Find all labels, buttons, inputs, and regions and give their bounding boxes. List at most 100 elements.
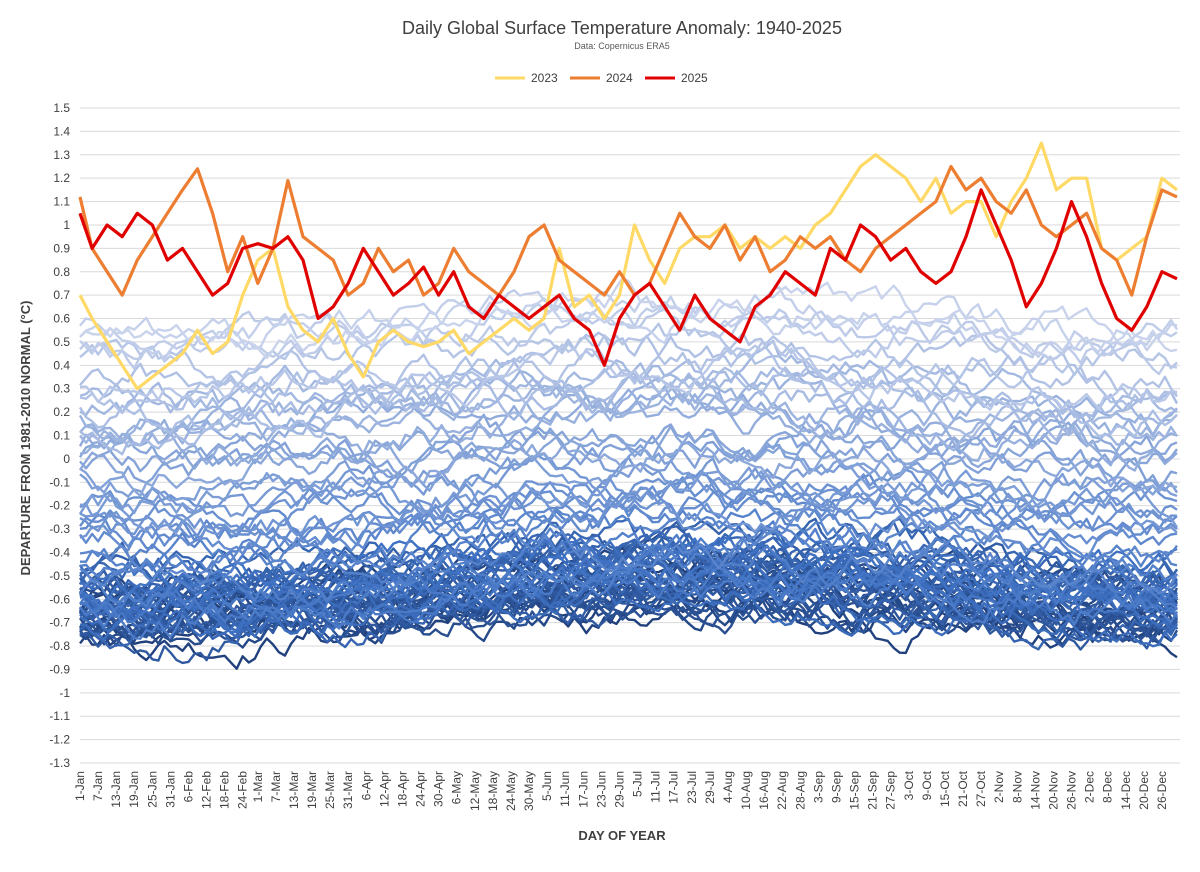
x-tick-label: 1-Jan [73, 771, 87, 801]
x-tick-label: 2-Dec [1083, 771, 1097, 803]
x-axis-title: DAY OF YEAR [578, 828, 666, 843]
legend: 2023 2024 2025 [495, 71, 708, 85]
x-tick-label: 26-Dec [1155, 771, 1169, 810]
y-tick-label: -0.3 [49, 522, 70, 536]
x-tick-label: 21-Sep [866, 771, 880, 810]
x-tick-label: 18-May [486, 771, 500, 811]
background-year-line [79, 472, 1178, 541]
x-tick-label: 31-Jan [163, 771, 177, 808]
x-tick-label: 12-May [468, 771, 482, 811]
x-tick-label: 7-Jan [91, 771, 105, 801]
x-tick-label: 17-Jun [576, 771, 590, 808]
background-year-line [79, 541, 1178, 625]
legend-label-2025: 2025 [681, 71, 708, 85]
y-tick-label: -0.5 [49, 569, 70, 583]
x-tick-label: 19-Jan [127, 771, 141, 808]
x-tick-label: 8-Dec [1101, 771, 1115, 803]
background-year-line [79, 340, 1178, 411]
x-tick-label: 11-Jun [558, 771, 572, 807]
background-year-line [79, 478, 1178, 540]
y-tick-label: 0.6 [53, 312, 70, 326]
y-tick-label: 0.5 [53, 335, 70, 349]
background-year-line [79, 277, 1178, 360]
chart-subtitle: Data: Copernicus ERA5 [574, 41, 670, 51]
background-year-line [79, 502, 1178, 585]
x-tick-label: 25-Mar [323, 771, 337, 809]
x-tick-label: 9-Oct [920, 770, 934, 800]
x-tick-label: 7-Mar [269, 771, 283, 802]
x-tick-label: 6-Feb [181, 771, 195, 803]
background-year-line [79, 545, 1179, 640]
x-tick-label: 24-Feb [236, 771, 250, 809]
x-tick-label: 15-Oct [938, 770, 952, 807]
x-tick-label: 30-May [522, 771, 536, 811]
y-tick-label: 0.7 [53, 288, 70, 302]
background-year-line [79, 300, 1178, 365]
series-line-2024 [78, 164, 1178, 297]
background-year-line [79, 295, 1178, 354]
x-tick-label: 27-Sep [884, 771, 898, 810]
y-tick-label: -0.7 [49, 616, 70, 630]
x-tick-label: 15-Sep [848, 771, 862, 810]
background-year-line [79, 322, 1178, 389]
x-tick-label: 22-Aug [775, 771, 789, 810]
x-tick-label: 14-Nov [1028, 771, 1042, 810]
y-tick-label: -1.2 [49, 733, 70, 747]
background-year-line [79, 384, 1179, 452]
y-tick-label: 0.4 [53, 358, 70, 372]
x-tick-label: 24-May [504, 771, 518, 811]
background-year-line [79, 376, 1178, 450]
background-year-lines [78, 277, 1179, 670]
x-tick-label: 27-Oct [974, 770, 988, 807]
background-year-line [79, 386, 1178, 472]
x-tick-label: 3-Sep [811, 771, 825, 803]
background-year-line [79, 561, 1178, 629]
x-axis-tick-labels: 1-Jan 7-Jan 13-Jan 19-Jan 25-Jan 31-Jan 6-Feb 1… [73, 770, 1169, 811]
y-tick-label: 1.5 [53, 101, 70, 115]
y-tick-label: 1.2 [53, 171, 70, 185]
y-tick-label: 1 [63, 218, 70, 232]
y-tick-label: 0 [63, 452, 70, 466]
x-tick-label: 13-Mar [287, 771, 301, 809]
background-year-line [79, 520, 1178, 591]
x-tick-label: 2-Nov [992, 771, 1006, 803]
x-tick-label: 25-Jan [145, 771, 159, 808]
series-line-2023 [78, 141, 1178, 391]
x-tick-label: 5-Jul [631, 771, 645, 797]
x-tick-label: 3-Oct [902, 770, 916, 800]
x-tick-label: 17-Jul [667, 771, 681, 804]
legend-label-2023: 2023 [531, 71, 558, 85]
background-year-line [79, 440, 1178, 509]
x-tick-label: 6-Apr [359, 771, 373, 800]
x-tick-label: 18-Feb [218, 771, 232, 809]
background-year-line [79, 358, 1179, 456]
background-year-line [79, 572, 1179, 635]
x-tick-label: 18-Apr [395, 771, 409, 807]
y-tick-label: -0.1 [49, 475, 70, 489]
x-tick-label: 9-Sep [829, 771, 843, 803]
x-tick-label: 1-Mar [251, 771, 265, 802]
y-tick-label: -1 [59, 686, 70, 700]
x-tick-label: 23-Jun [594, 771, 608, 808]
y-tick-label: 1.3 [53, 148, 70, 162]
x-tick-label: 23-Jul [685, 771, 699, 804]
y-axis-tick-labels: 1.5 1.4 1.3 1.2 1.1 1 0.9 0.8 0.7 0.6 0.5 0.4 0.3 0.2… [49, 101, 70, 770]
y-tick-label: -1.3 [49, 756, 70, 770]
x-tick-label: 5-Jun [540, 771, 554, 801]
y-tick-label: -0.9 [49, 662, 70, 676]
y-tick-label: 0.1 [53, 429, 70, 443]
series-line-2025 [78, 188, 1178, 367]
x-tick-label: 16-Aug [757, 771, 771, 810]
x-tick-label: 28-Aug [793, 771, 807, 810]
x-tick-label: 31-Mar [341, 771, 355, 809]
y-axis-title: DEPARTURE FROM 1981-2010 NORMAL (°C) [18, 301, 33, 576]
x-tick-label: 19-Mar [305, 771, 319, 809]
background-year-line [79, 485, 1178, 552]
y-tick-label: -0.4 [49, 545, 70, 559]
chart-title: Daily Global Surface Temperature Anomaly… [402, 18, 842, 38]
y-tick-label: -0.8 [49, 639, 70, 653]
y-tick-label: 0.9 [53, 241, 70, 255]
x-tick-label: 26-Nov [1065, 771, 1079, 810]
